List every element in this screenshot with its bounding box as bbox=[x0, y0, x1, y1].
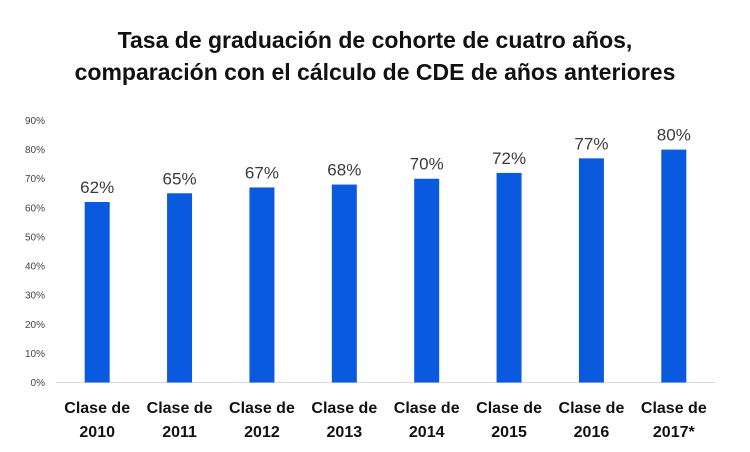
x-tick-label: Clase de bbox=[64, 400, 130, 417]
y-tick-label: 70% bbox=[25, 174, 45, 185]
x-tick-label: 2010 bbox=[79, 424, 115, 441]
y-tick-label: 0% bbox=[31, 378, 46, 389]
x-tick-label: Clase de bbox=[476, 400, 542, 417]
bar bbox=[331, 184, 357, 383]
chart-title-line-2: comparación con el cálculo de CDE de año… bbox=[74, 59, 676, 85]
x-tick-label: 2014 bbox=[409, 424, 445, 441]
y-tick-label: 40% bbox=[25, 262, 45, 273]
y-tick-label: 90% bbox=[25, 116, 45, 127]
chart-title-line-1: Tasa de graduación de cohorte de cuatro … bbox=[117, 27, 633, 53]
bar bbox=[661, 149, 687, 383]
x-tick-label: 2011 bbox=[162, 424, 197, 441]
x-tick-label: Clase de bbox=[229, 400, 295, 417]
chart-title: Tasa de graduación de cohorte de cuatro … bbox=[0, 24, 750, 88]
x-tick-label: 2013 bbox=[327, 424, 363, 441]
y-tick-label: 50% bbox=[25, 232, 45, 243]
bar bbox=[249, 187, 275, 383]
x-tick-label: Clase de bbox=[559, 400, 625, 417]
x-tick-label: Clase de bbox=[311, 400, 377, 417]
x-tick-label: 2015 bbox=[491, 424, 527, 441]
bar bbox=[84, 202, 110, 383]
bar bbox=[496, 172, 522, 383]
x-tick-label: 2016 bbox=[574, 424, 610, 441]
data-label: 77% bbox=[574, 134, 608, 153]
data-label: 65% bbox=[163, 169, 197, 188]
data-label: 62% bbox=[80, 178, 114, 197]
data-label: 68% bbox=[327, 161, 361, 180]
data-label: 72% bbox=[492, 149, 526, 168]
bar bbox=[414, 178, 440, 383]
x-tick-label: Clase de bbox=[147, 400, 213, 417]
y-tick-label: 30% bbox=[25, 291, 45, 302]
data-label: 80% bbox=[657, 126, 691, 145]
bar bbox=[167, 193, 193, 383]
bar bbox=[578, 158, 604, 383]
y-tick-label: 20% bbox=[25, 320, 45, 331]
y-tick-label: 80% bbox=[25, 145, 45, 156]
data-label: 67% bbox=[245, 163, 279, 182]
x-tick-label: Clase de bbox=[641, 400, 707, 417]
data-label: 70% bbox=[410, 155, 444, 174]
x-tick-label: Clase de bbox=[394, 400, 460, 417]
y-tick-label: 10% bbox=[25, 349, 45, 360]
x-tick-label: 2017* bbox=[653, 424, 696, 441]
y-tick-label: 60% bbox=[25, 203, 45, 214]
x-tick-label: 2012 bbox=[244, 424, 280, 441]
